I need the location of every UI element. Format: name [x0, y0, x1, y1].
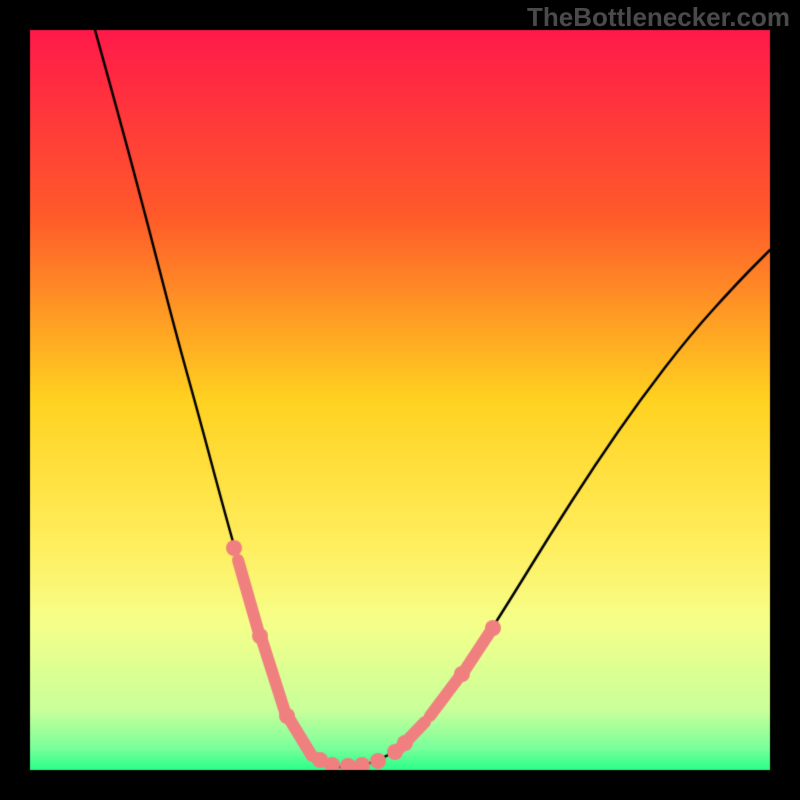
bottleneck-chart	[0, 0, 800, 800]
watermark-text: TheBottlenecker.com	[527, 2, 790, 33]
